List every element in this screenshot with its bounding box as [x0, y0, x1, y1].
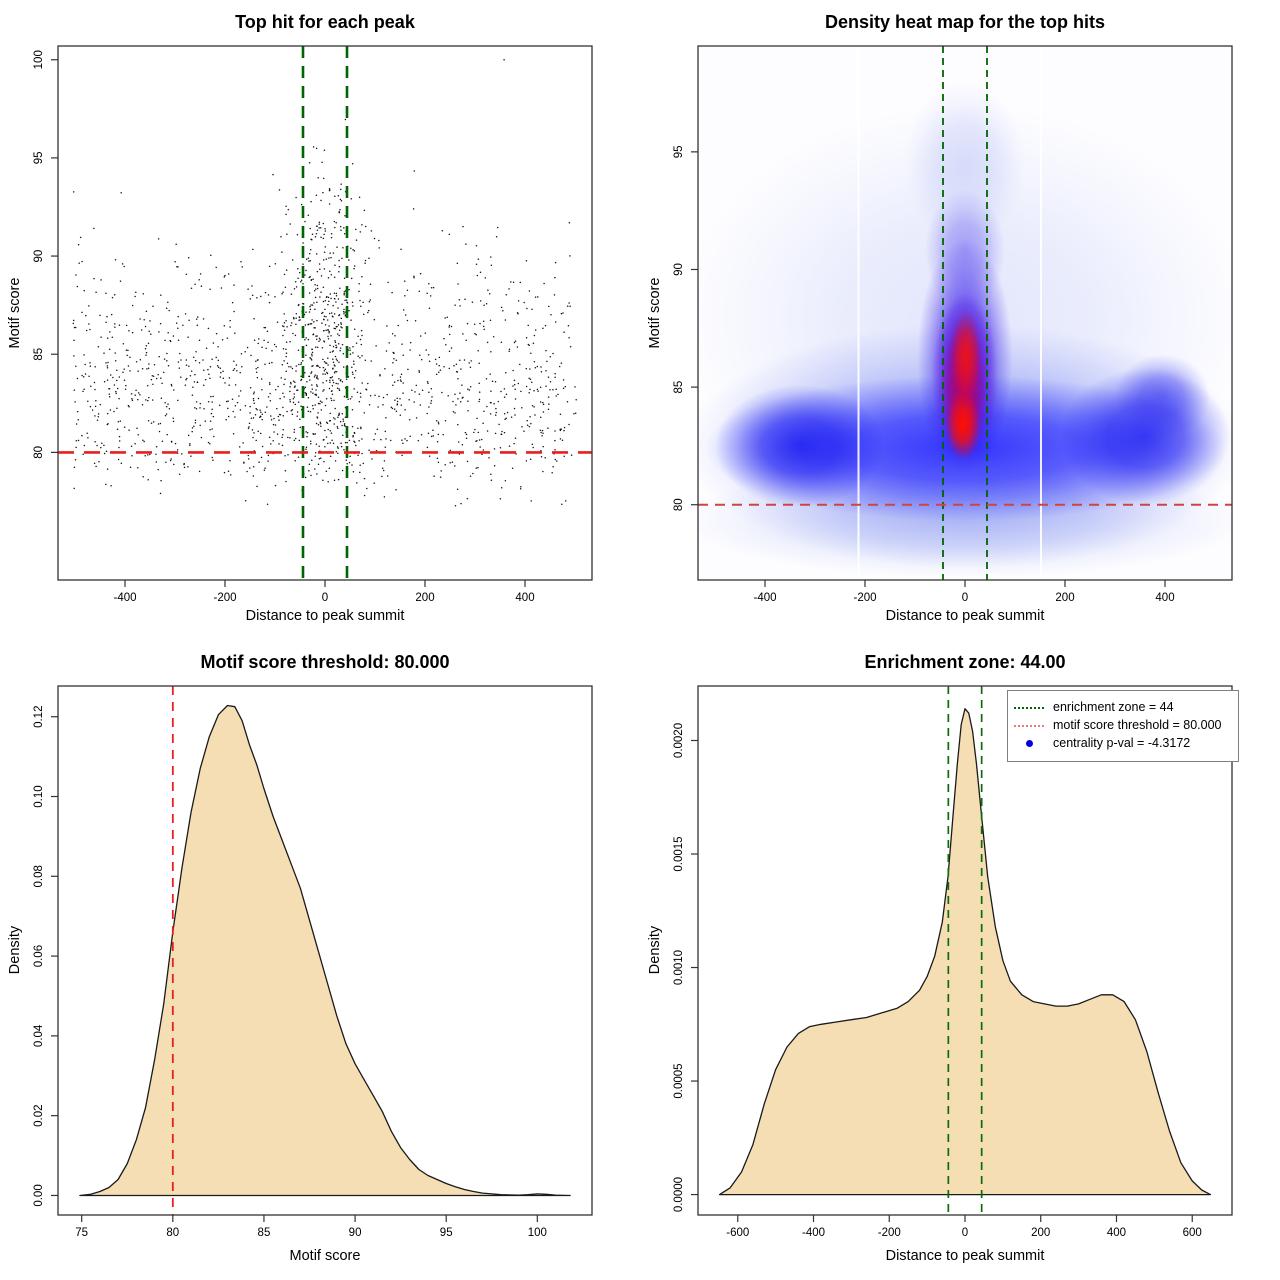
- legend-entry-enrichment-zone: enrichment zone = 44: [1014, 698, 1232, 716]
- scatter-plot-top-hits: -400 -200 0 200 400 80 85 90 95 100: [33, 45, 593, 604]
- legend-label: centrality p-val = -4.3172: [1053, 736, 1191, 751]
- x-tick-label: 0: [962, 1227, 968, 1239]
- y-tick-label: 80: [673, 498, 685, 511]
- green-dotted-line-icon: [1014, 706, 1044, 709]
- plot-box: [57, 685, 593, 1216]
- x-tick-label: 100: [528, 1227, 547, 1239]
- y-tick-label: 80: [33, 446, 45, 459]
- x-tick-label: -400: [753, 592, 776, 604]
- y-tick-label: 90: [673, 263, 685, 276]
- x-tick-label: -200: [878, 1227, 901, 1239]
- x-tick-label: 75: [75, 1227, 88, 1239]
- x-tick-label: 95: [440, 1227, 453, 1239]
- y-tick-label: 95: [673, 145, 685, 158]
- y-tick-label: 95: [33, 152, 45, 165]
- x-tick-label: 200: [1055, 592, 1074, 604]
- legend-label: enrichment zone = 44: [1053, 700, 1174, 714]
- y-tick-label: 0.00: [33, 1184, 45, 1206]
- legend-entry-centrality: centrality p-val = -4.3172: [1014, 734, 1232, 752]
- y-tick-label: 0.12: [33, 706, 45, 728]
- x-tick-label: 200: [1031, 1227, 1050, 1239]
- x-tick-label: 400: [515, 592, 534, 604]
- density-curve: [79, 704, 571, 1197]
- y-tick-label: 85: [673, 381, 685, 394]
- y-tick-label: 0.0015: [673, 836, 685, 871]
- x-tick-label: 0: [322, 592, 328, 604]
- y-tick-label: 85: [33, 348, 45, 361]
- heatmap-surface: [698, 46, 1232, 580]
- plot-box: [57, 45, 593, 581]
- y-tick-label: 0.08: [33, 865, 45, 887]
- motif-score-density-plot: 75 80 85 90 95 100 0.00 0.02 0.04 0.06 0.08 0.10 0.1…: [33, 685, 593, 1239]
- y-tick-label: 100: [33, 50, 45, 69]
- x-tick-label: -600: [726, 1227, 749, 1239]
- scatter-points: [72, 58, 577, 507]
- y-tick-label: 0.0005: [673, 1063, 685, 1098]
- legend: enrichment zone = 44 motif score thresho…: [1007, 690, 1239, 763]
- y-tick-label: 0.10: [33, 785, 45, 807]
- x-tick-label: 85: [258, 1227, 271, 1239]
- blue-dot-icon: [1025, 740, 1033, 748]
- y-tick-label: 0.02: [33, 1104, 45, 1126]
- red-dotted-line-icon: [1014, 724, 1044, 727]
- y-tick-label: 90: [33, 250, 45, 263]
- y-tick-label: 0.0010: [673, 950, 685, 985]
- x-tick-label: -200: [853, 592, 876, 604]
- x-tick-label: 200: [415, 592, 434, 604]
- density-curve: [718, 708, 1212, 1196]
- summit-distance-density-plot: -600 -400 -200 0 200 400 600 0.0000 0.0005 0.0010…: [673, 685, 1233, 1239]
- x-tick-label: 600: [1183, 1227, 1202, 1239]
- x-tick-label: -400: [113, 592, 136, 604]
- y-tick-label: 0.04: [33, 1024, 45, 1047]
- y-tick-label: 0.0020: [673, 723, 685, 758]
- x-tick-label: 0: [962, 592, 968, 604]
- x-tick-label: -400: [802, 1227, 825, 1239]
- x-tick-label: 90: [349, 1227, 362, 1239]
- x-tick-label: 400: [1155, 592, 1174, 604]
- x-tick-label: 400: [1107, 1227, 1126, 1239]
- y-tick-label: 0.0000: [673, 1177, 685, 1212]
- density-heatmap-plot: -400 -200 0 200 400 80 85 90 95: [673, 45, 1233, 604]
- x-tick-label: 80: [166, 1227, 179, 1239]
- x-tick-label: -200: [213, 592, 236, 604]
- legend-label: motif score threshold = 80.000: [1053, 718, 1222, 733]
- legend-entry-threshold: motif score threshold = 80.000: [1014, 716, 1232, 734]
- y-tick-label: 0.06: [33, 945, 45, 967]
